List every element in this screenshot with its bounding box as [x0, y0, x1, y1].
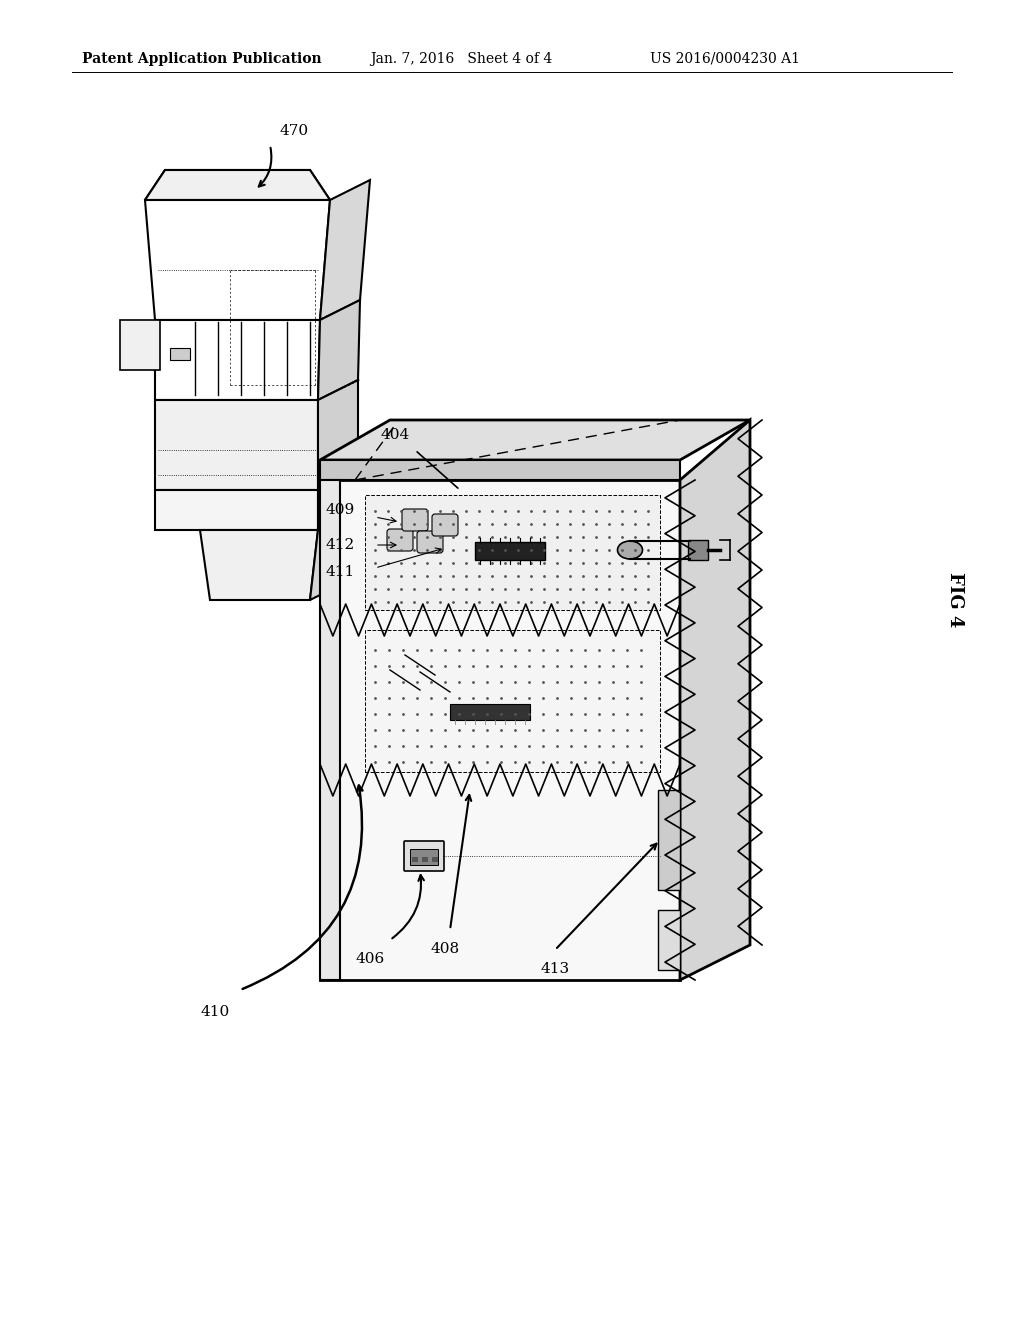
Text: 404: 404	[380, 428, 410, 442]
Polygon shape	[680, 420, 750, 979]
Polygon shape	[318, 300, 360, 400]
Text: 413: 413	[541, 962, 569, 975]
Text: 408: 408	[430, 942, 460, 956]
FancyBboxPatch shape	[387, 529, 413, 550]
Polygon shape	[155, 400, 318, 490]
Bar	[422, 857, 428, 862]
Polygon shape	[319, 459, 680, 480]
Text: 406: 406	[355, 952, 385, 966]
Text: FIG 4: FIG 4	[946, 573, 964, 628]
Ellipse shape	[617, 541, 642, 558]
Bar	[658, 909, 680, 970]
FancyBboxPatch shape	[417, 531, 443, 553]
Bar	[412, 857, 418, 862]
Text: 409: 409	[326, 503, 355, 517]
FancyBboxPatch shape	[432, 513, 458, 536]
Text: 410: 410	[201, 1005, 229, 1019]
FancyBboxPatch shape	[402, 510, 428, 531]
Bar	[688, 540, 708, 560]
Polygon shape	[365, 495, 660, 610]
Text: US 2016/0004230 A1: US 2016/0004230 A1	[650, 51, 800, 66]
Polygon shape	[318, 470, 358, 531]
Bar	[658, 789, 680, 890]
Polygon shape	[145, 170, 330, 201]
Polygon shape	[155, 490, 318, 531]
Text: Patent Application Publication: Patent Application Publication	[82, 51, 322, 66]
Polygon shape	[200, 531, 318, 601]
Text: Jan. 7, 2016   Sheet 4 of 4: Jan. 7, 2016 Sheet 4 of 4	[370, 51, 552, 66]
Bar	[450, 704, 530, 719]
Text: 411: 411	[326, 565, 355, 579]
Polygon shape	[319, 180, 370, 319]
Text: 412: 412	[326, 539, 355, 552]
Polygon shape	[365, 630, 660, 772]
Bar	[170, 348, 190, 360]
Polygon shape	[319, 420, 750, 459]
Polygon shape	[319, 480, 340, 979]
Polygon shape	[120, 319, 160, 370]
Bar	[410, 849, 438, 865]
Polygon shape	[319, 480, 680, 979]
Polygon shape	[310, 512, 355, 601]
Polygon shape	[145, 170, 330, 201]
Polygon shape	[318, 380, 358, 490]
Bar	[475, 543, 545, 560]
FancyBboxPatch shape	[404, 841, 444, 871]
Text: 470: 470	[280, 124, 309, 139]
Bar	[432, 857, 438, 862]
Polygon shape	[145, 201, 330, 319]
Polygon shape	[155, 319, 319, 400]
